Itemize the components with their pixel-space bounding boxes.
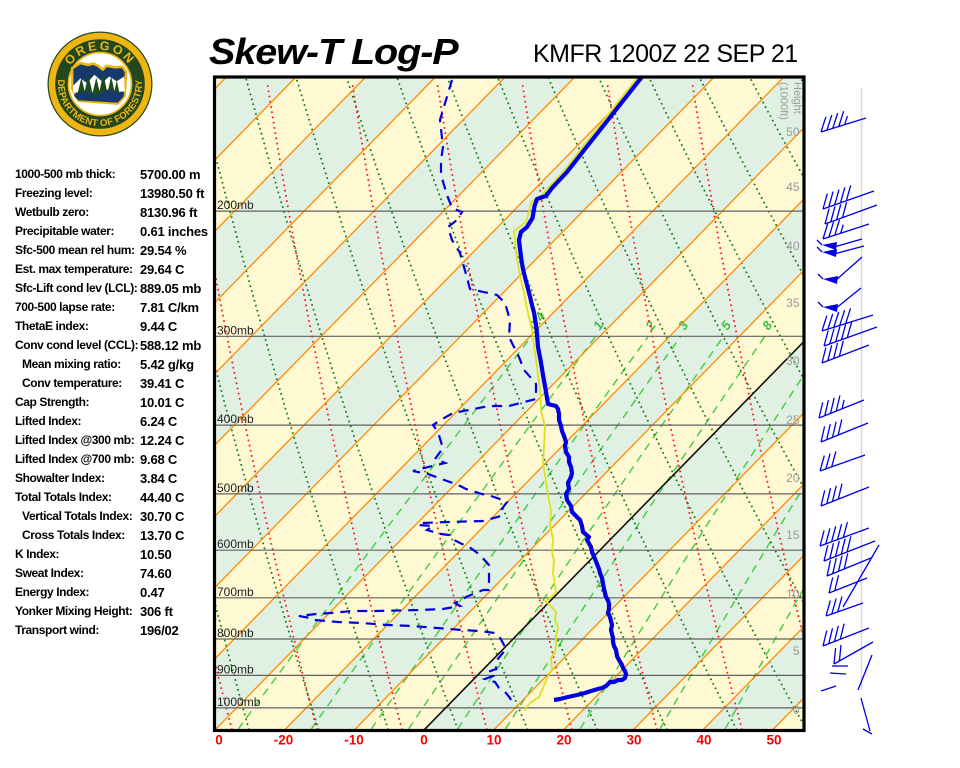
svg-text:-20: -20 — [274, 733, 294, 748]
svg-text:400mb: 400mb — [217, 412, 254, 426]
svg-text:300mb: 300mb — [217, 323, 254, 337]
svg-text:5: 5 — [793, 644, 800, 658]
svg-text:10: 10 — [486, 733, 501, 748]
svg-text:30: 30 — [786, 354, 800, 368]
svg-text:600mb: 600mb — [217, 537, 254, 551]
svg-text:Height: Height — [791, 82, 803, 114]
svg-text:50: 50 — [766, 733, 781, 748]
svg-text:20: 20 — [786, 471, 800, 485]
svg-text:900mb: 900mb — [217, 662, 254, 676]
svg-text:800mb: 800mb — [217, 626, 254, 640]
svg-text:30: 30 — [626, 733, 641, 748]
svg-text:0: 0 — [793, 703, 800, 717]
svg-text:45: 45 — [786, 180, 800, 194]
svg-text:700mb: 700mb — [217, 585, 254, 599]
svg-text:500mb: 500mb — [217, 481, 254, 495]
svg-text:50: 50 — [786, 125, 800, 139]
svg-text:(1000ft): (1000ft) — [778, 82, 790, 120]
svg-text:25: 25 — [786, 413, 800, 427]
svg-text:20: 20 — [556, 733, 571, 748]
svg-text:0: 0 — [420, 733, 428, 748]
svg-text:0: 0 — [215, 733, 223, 748]
svg-text:40: 40 — [696, 733, 711, 748]
svg-text:40: 40 — [786, 239, 800, 253]
svg-text:1000mb: 1000mb — [217, 695, 261, 709]
svg-text:10: 10 — [786, 587, 800, 601]
svg-text:35: 35 — [786, 296, 800, 310]
svg-text:200mb: 200mb — [217, 198, 254, 212]
svg-text:-10: -10 — [344, 733, 364, 748]
svg-text:15: 15 — [786, 528, 800, 542]
